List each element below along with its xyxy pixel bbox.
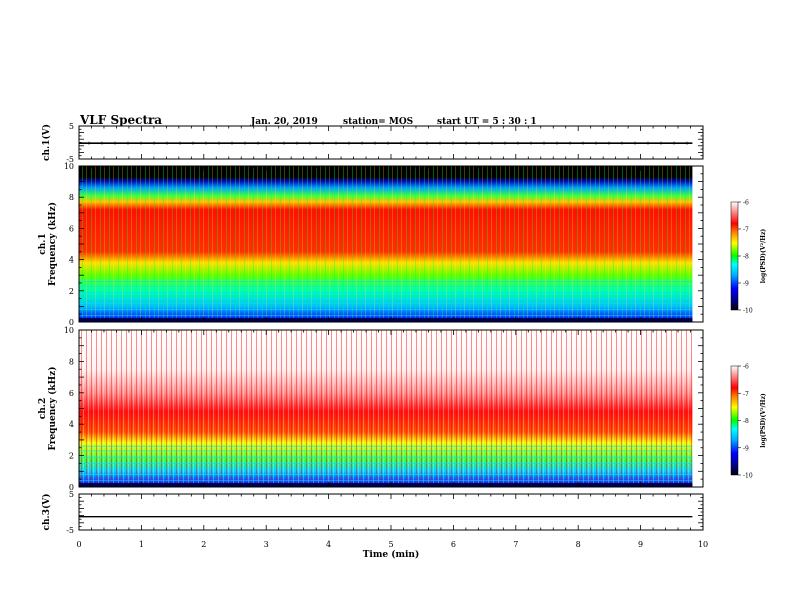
colorbar-tick-label: -9 — [743, 281, 749, 288]
x-tick-label: 0 — [76, 540, 81, 549]
y-tick-label: 2 — [69, 287, 74, 296]
panel-frame-ch3-voltage — [78, 493, 704, 531]
figure-title: VLF Spectra — [79, 113, 162, 127]
colorbar-tick-label: -6 — [743, 364, 749, 371]
low-frequency-band — [79, 483, 693, 487]
y-tick-label: 10 — [64, 162, 74, 171]
y-axis-label-ch1-voltage: ch.1(V) — [41, 124, 52, 161]
start-time-label: start UT = 5 : 30 : 1 — [437, 117, 537, 127]
colorbar-tick-label: -7 — [743, 227, 749, 234]
colorbar-tick-label: -7 — [743, 391, 749, 398]
colorbar-ch1-spectrogram — [730, 201, 739, 311]
colorbar-label-ch1-spectrogram: log(PSD)(V²/Hz) — [760, 229, 767, 284]
date-label: Jan. 20, 2019 — [250, 117, 318, 127]
x-tick-label: 3 — [264, 540, 269, 549]
y-axis-label-channel-ch2-spectrogram: ch.2 — [38, 398, 48, 419]
x-tick-label: 10 — [698, 540, 708, 549]
y-axis-label-ch3-voltage: ch.3(V) — [41, 494, 52, 531]
y-axis-label-frequency-ch2-spectrogram: Frequency (kHz) — [47, 366, 58, 450]
x-tick-label: 1 — [139, 540, 144, 549]
x-tick-label: 5 — [388, 540, 393, 549]
y-tick-label: 10 — [64, 326, 74, 335]
y-axis-label-channel-ch1-spectrogram: ch.1 — [38, 233, 48, 254]
colorbar-tick-label: -9 — [743, 445, 749, 452]
y-tick-label: 0 — [69, 483, 74, 492]
station-label: station= MOS — [343, 117, 413, 127]
colorbar-label-ch2-spectrogram: log(PSD)(V²/Hz) — [760, 393, 767, 448]
y-axis-label-frequency-ch1-spectrogram: Frequency (kHz) — [47, 202, 58, 286]
colorbar-tick-label: -10 — [743, 308, 753, 315]
low-frequency-band — [79, 318, 693, 322]
colorbar-tick-label: -10 — [743, 473, 753, 480]
colorbar-tick-label: -6 — [743, 200, 749, 207]
x-tick-label: 9 — [638, 540, 643, 549]
x-tick-label: 7 — [513, 540, 518, 549]
colorbar-tick-label: -8 — [743, 254, 749, 261]
y-tick-label: 4 — [69, 256, 74, 265]
y-tick-label: -5 — [66, 155, 74, 164]
colorbar-tick-label: -8 — [743, 418, 749, 425]
y-tick-label: 8 — [69, 193, 74, 202]
y-tick-label: -5 — [66, 526, 74, 535]
y-tick-label: 6 — [69, 389, 74, 398]
x-tick-label: 4 — [326, 540, 331, 549]
spectrogram-streaks-ch2-spectrogram — [79, 330, 693, 487]
y-tick-label: 8 — [69, 357, 74, 366]
x-tick-label: 2 — [201, 540, 206, 549]
x-tick-label: 8 — [576, 540, 581, 549]
y-tick-label: 5 — [69, 490, 74, 499]
y-tick-label: 5 — [69, 122, 74, 131]
y-tick-label: 4 — [69, 420, 74, 429]
y-tick-label: 6 — [69, 224, 74, 233]
y-tick-label: 0 — [69, 318, 74, 327]
y-tick-label: 2 — [69, 452, 74, 461]
x-tick-label: 6 — [451, 540, 456, 549]
spectrogram-streaks-ch1-spectrogram — [79, 166, 693, 322]
x-axis-label: Time (min) — [363, 549, 420, 560]
colorbar-ch2-spectrogram — [730, 365, 739, 476]
